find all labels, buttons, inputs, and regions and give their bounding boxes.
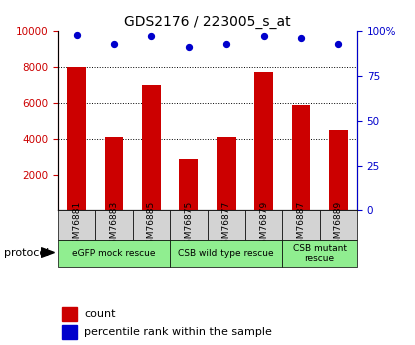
Text: eGFP mock rescue: eGFP mock rescue: [72, 249, 156, 258]
Bar: [133, 210, 170, 240]
Bar: [320, 210, 357, 240]
Bar: [142, 85, 161, 210]
Text: protocol: protocol: [4, 248, 49, 257]
Bar: [170, 240, 282, 267]
Text: GSM76887: GSM76887: [296, 200, 305, 250]
Bar: [95, 210, 133, 240]
Point: [223, 41, 229, 46]
Bar: [61, 325, 77, 338]
Text: GSM76889: GSM76889: [334, 200, 343, 250]
Polygon shape: [42, 248, 54, 257]
Bar: [291, 105, 310, 210]
Bar: [61, 307, 77, 321]
Bar: [105, 137, 124, 210]
Text: CSB wild type rescue: CSB wild type rescue: [178, 249, 274, 258]
Bar: [245, 210, 282, 240]
Text: GSM76877: GSM76877: [222, 200, 231, 250]
Text: GSM76883: GSM76883: [110, 200, 119, 250]
Point: [260, 34, 267, 39]
Text: GSM76885: GSM76885: [147, 200, 156, 250]
Text: CSB mutant
rescue: CSB mutant rescue: [293, 244, 347, 263]
Bar: [67, 67, 86, 210]
Bar: [217, 137, 236, 210]
Point: [73, 32, 80, 37]
Bar: [282, 240, 357, 267]
Bar: [282, 210, 320, 240]
Point: [186, 45, 192, 50]
Text: GSM76875: GSM76875: [184, 200, 193, 250]
Bar: [208, 210, 245, 240]
Bar: [58, 210, 95, 240]
Text: GSM76881: GSM76881: [72, 200, 81, 250]
Bar: [58, 240, 170, 267]
Bar: [179, 159, 198, 210]
Point: [111, 41, 117, 46]
Bar: [329, 130, 348, 210]
Point: [298, 36, 304, 41]
Point: [148, 34, 155, 39]
Point: [335, 41, 342, 46]
Title: GDS2176 / 223005_s_at: GDS2176 / 223005_s_at: [124, 14, 291, 29]
Bar: [170, 210, 208, 240]
Text: percentile rank within the sample: percentile rank within the sample: [84, 327, 272, 337]
Text: count: count: [84, 309, 116, 319]
Bar: [254, 72, 273, 210]
Text: GSM76879: GSM76879: [259, 200, 268, 250]
